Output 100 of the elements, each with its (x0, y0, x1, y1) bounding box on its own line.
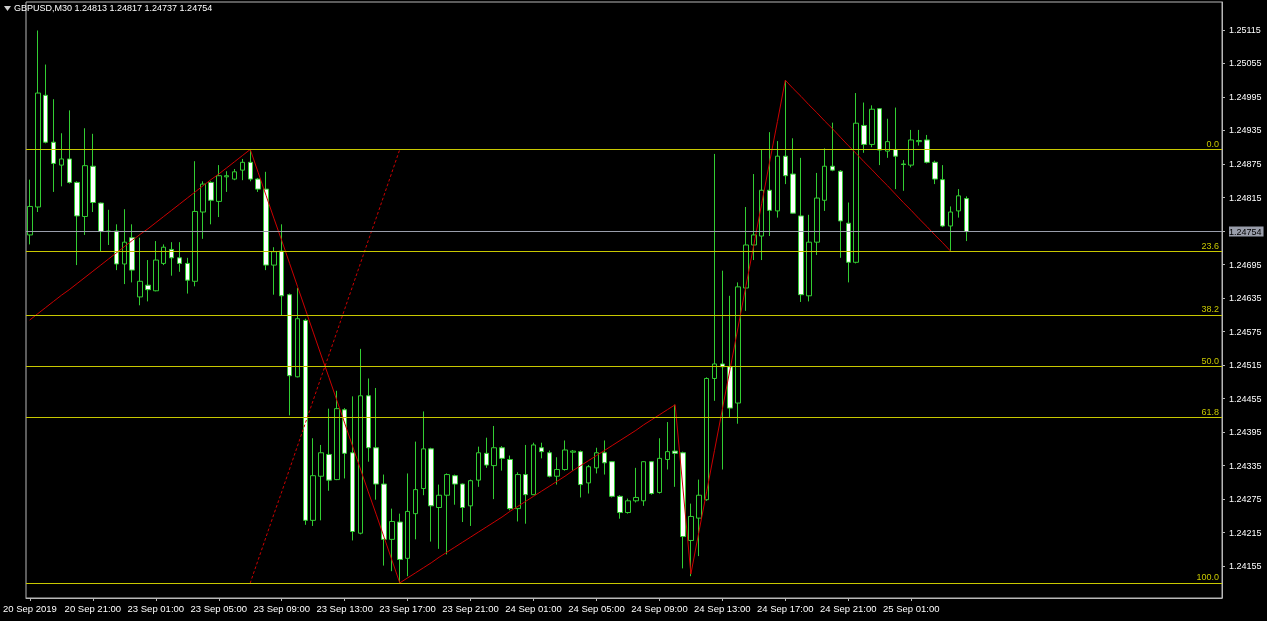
candlestick (358, 348, 363, 535)
candlestick (460, 482, 465, 523)
annotation: 23.6 (1201, 241, 1219, 252)
candlestick (688, 503, 694, 577)
candlestick (114, 223, 119, 271)
candlestick (350, 395, 355, 541)
candlestick (720, 270, 725, 471)
candlestick (916, 129, 922, 147)
candlestick (326, 408, 332, 492)
candlestick (428, 447, 434, 543)
candlestick (814, 172, 820, 256)
candlestick (775, 140, 780, 219)
candlestick (641, 460, 646, 507)
candlestick (956, 188, 961, 219)
candlestick (665, 421, 670, 471)
candlestick (712, 153, 717, 402)
candlestick (617, 494, 623, 520)
x-tick-label: 24 Sep 05:00 (568, 602, 625, 614)
y-tick-label: 1.24935 (1229, 125, 1262, 136)
candlestick (169, 241, 174, 277)
candlestick (767, 131, 772, 237)
y-tick-label: 1.24695 (1229, 259, 1262, 270)
candlestick (704, 376, 709, 502)
y-tick-label: 1.24754 (1229, 227, 1262, 238)
candlestick (208, 180, 214, 225)
x-tick-label: 24 Sep 13:00 (694, 602, 751, 614)
y-tick-label: 1.25115 (1229, 24, 1261, 35)
candlestick (531, 442, 536, 496)
candlestick (366, 377, 371, 463)
candlestick (468, 479, 473, 527)
annotation: 50.0 (1201, 355, 1219, 366)
y-tick-label: 1.24635 (1229, 293, 1262, 304)
candlestick (869, 104, 875, 148)
candlestick (491, 425, 497, 500)
x-tick-label: 23 Sep 21:00 (442, 602, 499, 614)
candlestick (570, 449, 576, 472)
candlestick (310, 437, 316, 527)
candlestick (192, 160, 198, 287)
candlestick (255, 177, 261, 193)
candlestick (523, 444, 528, 525)
candlestick (421, 410, 426, 496)
candlestick (153, 240, 159, 292)
annotation: 100.0 (1196, 572, 1219, 583)
candlestick (381, 474, 387, 567)
candlestick (476, 446, 481, 488)
candlestick (893, 107, 898, 190)
candlestick (484, 437, 489, 469)
y-tick-label: 1.24455 (1229, 393, 1262, 404)
candlestick (67, 109, 72, 185)
x-tick-label: 20 Sep 21:00 (64, 602, 122, 614)
candlestick (129, 223, 135, 283)
candlestick (318, 444, 324, 521)
x-tick-label: 24 Sep 21:00 (819, 602, 877, 614)
candlestick (405, 472, 410, 577)
candlestick (822, 147, 827, 212)
candlestick (932, 160, 938, 185)
candlestick (696, 479, 702, 557)
candlestick (303, 318, 308, 526)
candlestick (515, 471, 521, 522)
candlestick (901, 159, 906, 192)
candlestick (924, 134, 930, 164)
candlestick (539, 442, 544, 459)
candlestick (35, 29, 41, 213)
candlestick (602, 439, 607, 476)
candlestick (846, 202, 851, 283)
candlestick (507, 455, 513, 511)
candlestick (185, 257, 190, 295)
candlestick (609, 460, 615, 498)
candlestick (263, 171, 269, 271)
candlestick (877, 107, 882, 166)
y-tick-label: 1.25055 (1229, 58, 1262, 69)
candlestick (287, 293, 292, 416)
candlestick (224, 170, 229, 193)
candlestick (436, 484, 442, 550)
candlestick (727, 295, 733, 419)
candlestick (625, 498, 631, 515)
candlestick (790, 137, 796, 215)
candlestick (798, 157, 804, 303)
candlestick (885, 118, 890, 159)
candlestick (672, 404, 678, 488)
x-tick-label: 24 Sep 17:00 (757, 602, 814, 614)
x-tick-label: 24 Sep 09:00 (631, 602, 688, 614)
candlestick (90, 133, 96, 213)
annotation: 38.2 (1201, 304, 1219, 315)
annotation: 0.0 (1206, 138, 1219, 149)
candlestick (279, 223, 284, 317)
candlestick (948, 205, 953, 252)
candlestick (940, 164, 945, 228)
candlestick (908, 129, 914, 168)
candlestick (334, 390, 340, 481)
candlestick (232, 168, 237, 181)
y-tick-label: 1.24335 (1229, 460, 1262, 471)
candlestick (735, 281, 741, 425)
y-tick-label: 1.24515 (1229, 360, 1262, 371)
candlestick (389, 508, 395, 572)
candlestick (200, 180, 206, 240)
x-tick-label: 23 Sep 13:00 (316, 602, 373, 614)
candlestick (413, 441, 418, 540)
candlestick (74, 180, 80, 266)
candlestick (830, 122, 835, 172)
